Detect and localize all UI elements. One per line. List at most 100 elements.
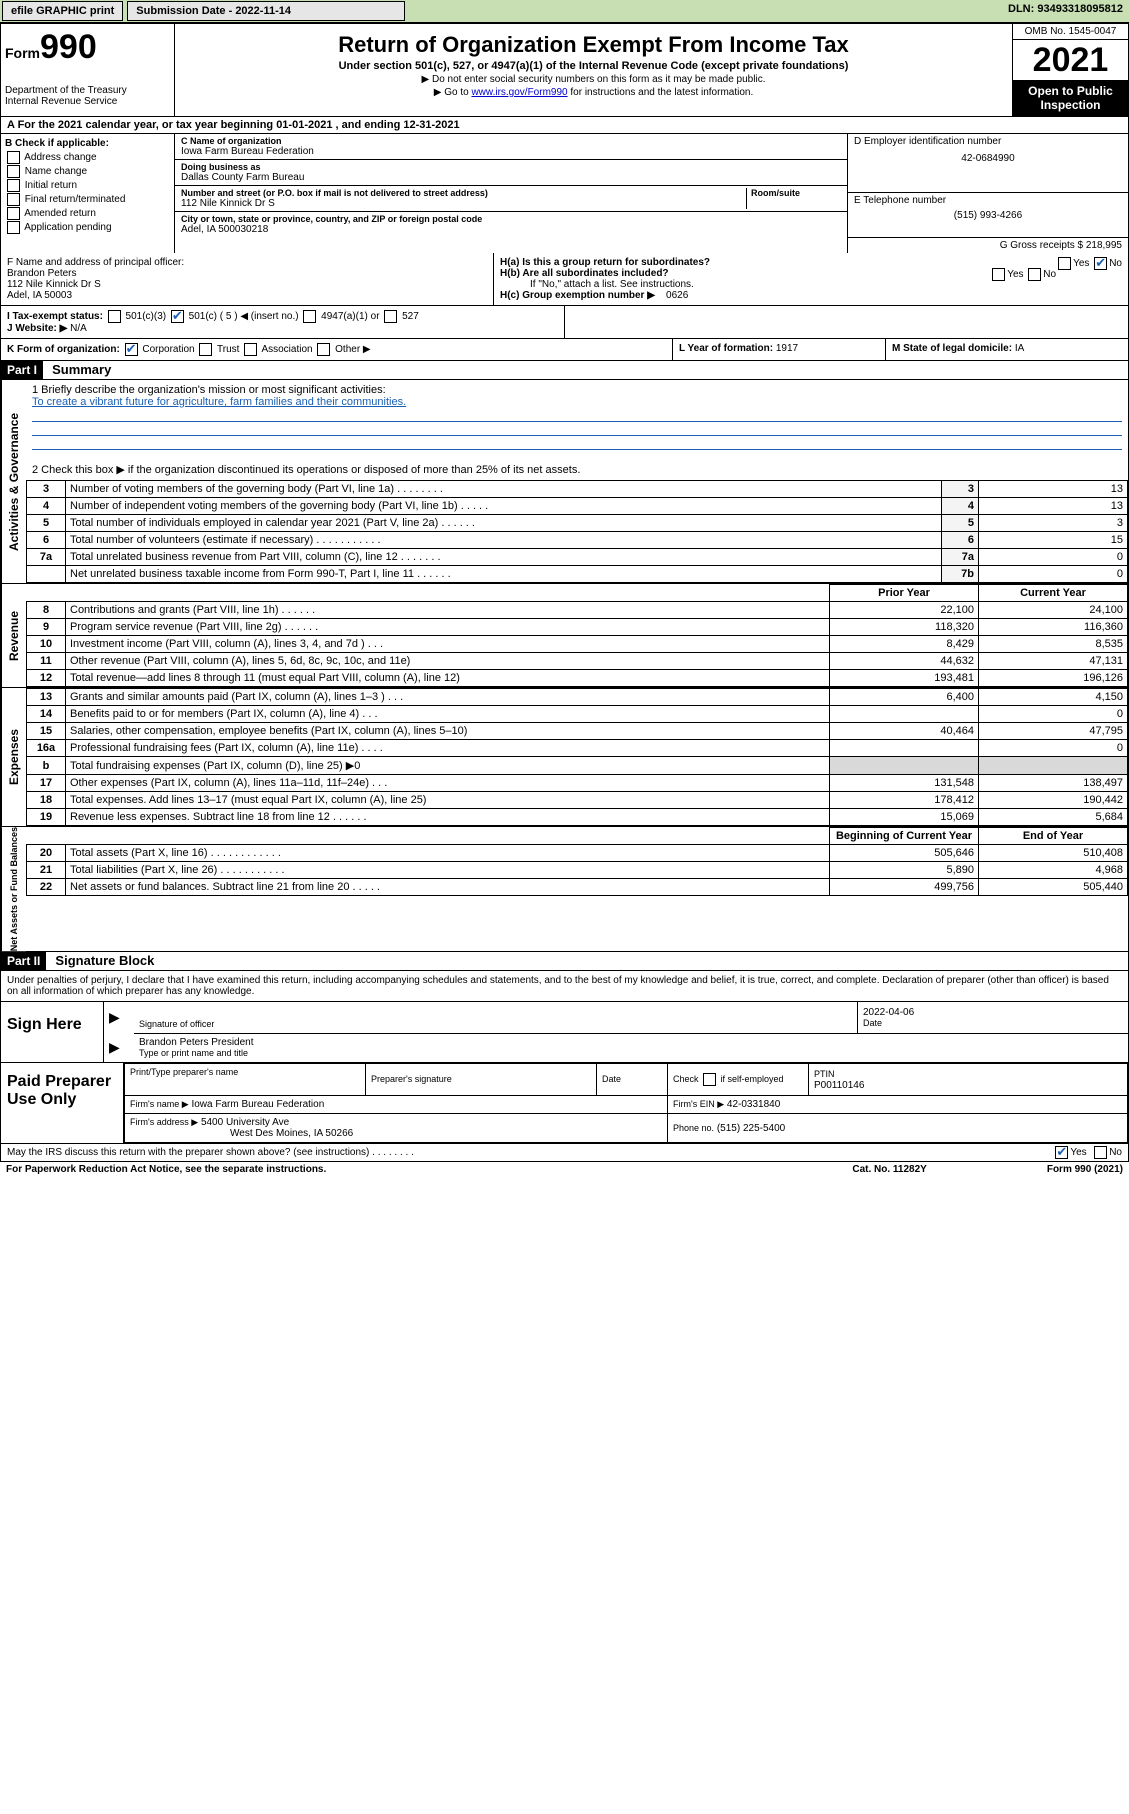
line-desc: Total unrelated business revenue from Pa… (66, 549, 942, 566)
current-value: 5,684 (979, 809, 1128, 826)
net-assets-table: Beginning of Current YearEnd of Year20To… (26, 827, 1128, 896)
line-desc: Total revenue—add lines 8 through 11 (mu… (66, 670, 830, 687)
governance-table: 3Number of voting members of the governi… (26, 480, 1128, 583)
efile-topbar: efile GRAPHIC print Submission Date - 20… (0, 0, 1129, 23)
line-number: 21 (27, 862, 66, 879)
line-desc: Net unrelated business taxable income fr… (66, 566, 942, 583)
vtab-expenses: Expenses (1, 688, 26, 826)
prior-value: 118,320 (830, 619, 979, 636)
org-name: Iowa Farm Bureau Federation (181, 146, 841, 157)
org-address: 112 Nile Kinnick Dr S (181, 198, 746, 209)
check-ha-yes[interactable] (1058, 257, 1071, 270)
prior-value: 193,481 (830, 670, 979, 687)
part2-title: Signature Block (49, 951, 160, 970)
line-box: 3 (942, 481, 979, 498)
paid-preparer-label: Paid Preparer Use Only (1, 1063, 124, 1143)
officer-printed-name: Brandon Peters President (139, 1037, 1123, 1048)
line-desc: Total number of volunteers (estimate if … (66, 532, 942, 549)
dln-text: DLN: 93493318095812 (1002, 0, 1129, 22)
form-header: Form990 Department of the Treasury Inter… (0, 23, 1129, 117)
line-desc: Total expenses. Add lines 13–17 (must eq… (66, 792, 830, 809)
check-irs-yes[interactable] (1055, 1146, 1068, 1159)
line-desc: Number of independent voting members of … (66, 498, 942, 515)
form-title: Return of Organization Exempt From Incom… (183, 32, 1004, 58)
check-501c[interactable] (171, 310, 184, 323)
line-desc: Benefits paid to or for members (Part IX… (66, 706, 830, 723)
line-desc: Number of voting members of the governin… (66, 481, 942, 498)
current-value: 138,497 (979, 775, 1128, 792)
preparer-phone: (515) 225-5400 (717, 1123, 785, 1134)
current-value: 47,131 (979, 653, 1128, 670)
line-number: 18 (27, 792, 66, 809)
check-501c3[interactable] (108, 310, 121, 323)
officer-name: Brandon Peters (7, 268, 77, 279)
submission-date: Submission Date - 2022-11-14 (127, 1, 405, 21)
prior-value: 22,100 (830, 602, 979, 619)
form-number: Form990 (5, 28, 170, 67)
check-self-employed[interactable] (703, 1073, 716, 1086)
check-address-change[interactable] (7, 151, 20, 164)
form-subtitle: Under section 501(c), 527, or 4947(a)(1)… (183, 60, 1004, 72)
line-value: 0 (979, 549, 1128, 566)
check-association[interactable] (244, 343, 257, 356)
line-number: 11 (27, 653, 66, 670)
prior-value: 499,756 (830, 879, 979, 896)
firm-address2: West Des Moines, IA 50266 (230, 1128, 353, 1139)
footer-line: For Paperwork Reduction Act Notice, see … (0, 1162, 1129, 1177)
current-value: 0 (979, 706, 1128, 723)
line-number: 22 (27, 879, 66, 896)
irs-link[interactable]: www.irs.gov/Form990 (471, 87, 567, 98)
current-value: 47,795 (979, 723, 1128, 740)
line-desc: Revenue less expenses. Subtract line 18 … (66, 809, 830, 826)
check-other[interactable] (317, 343, 330, 356)
check-4947[interactable] (303, 310, 316, 323)
part2-header: Part II (1, 952, 46, 970)
check-527[interactable] (384, 310, 397, 323)
check-application-pending[interactable] (7, 221, 20, 234)
prior-value: 178,412 (830, 792, 979, 809)
line-box: 7a (942, 549, 979, 566)
current-value: 505,440 (979, 879, 1128, 896)
vtab-governance: Activities & Governance (1, 380, 26, 583)
check-trust[interactable] (199, 343, 212, 356)
current-value: 8,535 (979, 636, 1128, 653)
section-k-form-org: K Form of organization: Corporation Trus… (1, 339, 673, 360)
line-number: 13 (27, 689, 66, 706)
prior-value: 44,632 (830, 653, 979, 670)
check-irs-no[interactable] (1094, 1146, 1107, 1159)
check-corporation[interactable] (125, 343, 138, 356)
section-c-org-info: C Name of organization Iowa Farm Bureau … (175, 134, 848, 253)
line-box: 4 (942, 498, 979, 515)
prior-value: 15,069 (830, 809, 979, 826)
line-desc: Total liabilities (Part X, line 26) . . … (66, 862, 830, 879)
line-desc: Net assets or fund balances. Subtract li… (66, 879, 830, 896)
check-name-change[interactable] (7, 165, 20, 178)
prior-value: 8,429 (830, 636, 979, 653)
check-initial-return[interactable] (7, 179, 20, 192)
perjury-declaration: Under penalties of perjury, I declare th… (1, 971, 1128, 1002)
line-desc: Total number of individuals employed in … (66, 515, 942, 532)
check-final-return[interactable] (7, 193, 20, 206)
current-value: 116,360 (979, 619, 1128, 636)
efile-print-button[interactable]: efile GRAPHIC print (2, 1, 123, 21)
line-number: 8 (27, 602, 66, 619)
line-box: 7b (942, 566, 979, 583)
check-hb-no[interactable] (1028, 268, 1041, 281)
line-number: 15 (27, 723, 66, 740)
arrow-icon: ▶ (109, 1009, 120, 1025)
line-number: 5 (27, 515, 66, 532)
col-header: End of Year (979, 828, 1128, 845)
check-ha-no[interactable] (1094, 257, 1107, 270)
revenue-table: Prior YearCurrent Year8Contributions and… (26, 584, 1128, 687)
form-note-link: ▶ Go to www.irs.gov/Form990 for instruct… (183, 87, 1004, 98)
line-desc: Professional fundraising fees (Part IX, … (66, 740, 830, 757)
form-note-ssn: ▶ Do not enter social security numbers o… (183, 74, 1004, 85)
check-amended-return[interactable] (7, 207, 20, 220)
line-value: 13 (979, 498, 1128, 515)
section-m-state: M State of legal domicile: IA (886, 339, 1128, 360)
vtab-net-assets: Net Assets or Fund Balances (1, 827, 26, 951)
current-value: 0 (979, 740, 1128, 757)
check-hb-yes[interactable] (992, 268, 1005, 281)
line-desc: Other revenue (Part VIII, column (A), li… (66, 653, 830, 670)
tax-year: 2021 (1013, 40, 1128, 80)
